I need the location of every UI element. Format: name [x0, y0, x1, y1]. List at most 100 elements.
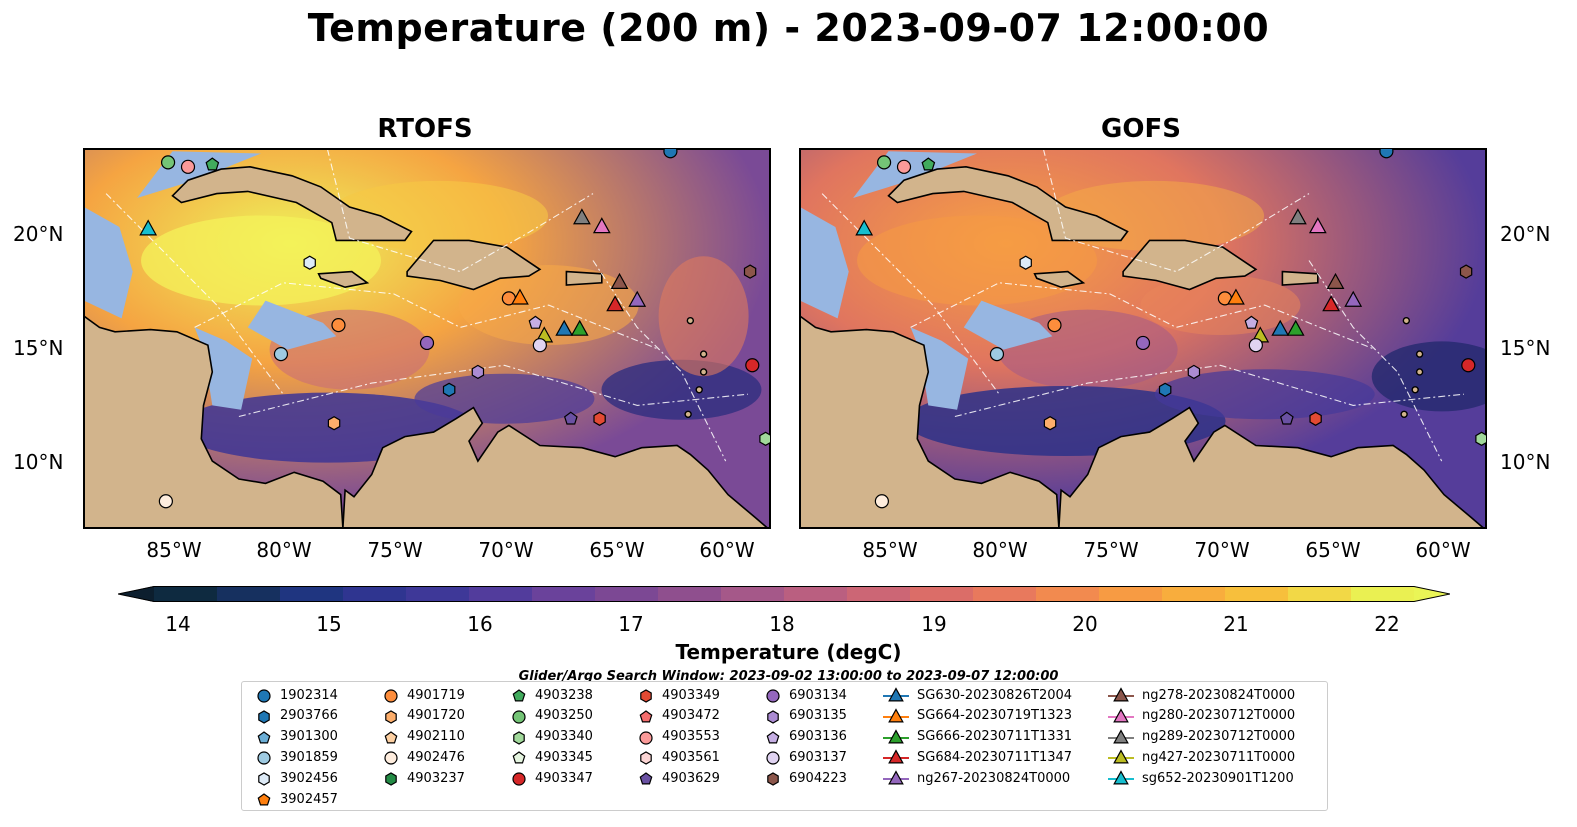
gofs-map-frame-border [800, 149, 1486, 528]
gofs-hispaniola-land [1122, 239, 1258, 291]
map-rtofs[interactable] [83, 148, 771, 529]
colorbar-segment [469, 586, 533, 602]
legend-marker [257, 751, 271, 765]
rtofs-temperature-patch [141, 215, 382, 306]
legend-item: 4903340 [511, 727, 593, 747]
rtofs-platform-marker [573, 208, 591, 225]
lon-label-80w-rtofs: 80°W [256, 538, 312, 562]
colorbar-min-extend [118, 586, 154, 602]
rtofs-platform-marker [592, 217, 611, 234]
rtofs-temperature-patch [601, 359, 762, 420]
legend-marker-icon [513, 730, 525, 745]
map-gofs[interactable] [799, 148, 1487, 529]
gofs-platform-marker [1158, 382, 1172, 397]
legend-marker [1113, 728, 1129, 744]
legend-label: 4902110 [407, 729, 465, 745]
legend-label: 4902476 [407, 749, 465, 765]
legend-label: 6903135 [789, 708, 847, 724]
rtofs-platform-marker [555, 319, 574, 336]
colorbar-segment [1162, 586, 1226, 602]
gofs-central-america-land [800, 315, 1060, 528]
colorbar-segment [1225, 586, 1289, 602]
legend-marker-icon [384, 730, 398, 744]
legend-label: 1902314 [280, 687, 338, 703]
legend-marker-icon [640, 751, 652, 766]
lat-label-20n-right: 20°N [1500, 222, 1551, 246]
legend-label: SG630-20230826T2004 [917, 687, 1073, 703]
panel-title-rtofs: RTOFS [377, 114, 473, 144]
legend-marker [1113, 708, 1129, 723]
rtofs-eez-boundary [194, 282, 660, 351]
rtofs-lesser-antilles-island [695, 386, 703, 394]
colorbar-tick-20: 20 [1072, 612, 1098, 636]
gofs-lesser-antilles-island [1415, 350, 1424, 358]
rtofs-lesser-antilles-island [684, 410, 692, 418]
rtofs-hispaniola-land [406, 239, 542, 291]
colorbar-tick-17: 17 [618, 612, 644, 636]
legend-marker-icon [512, 689, 526, 702]
legend-marker-icon [257, 751, 271, 765]
lon-label-75w-rtofs: 75°W [367, 538, 423, 562]
legend-marker-icon [1108, 708, 1134, 723]
legend-marker [384, 689, 398, 703]
legend-item: ng289-20230712T0000 [1108, 727, 1295, 747]
rtofs-eez-boundary [592, 260, 727, 462]
rtofs-platform-marker [160, 155, 176, 170]
legend-marker [766, 689, 780, 703]
rtofs-platform-marker [158, 494, 173, 509]
gofs-platform-marker [1309, 411, 1322, 426]
gofs-platform-marker [1286, 319, 1305, 336]
rtofs-platform-marker [606, 295, 624, 312]
colorbar-segment [784, 586, 848, 602]
legend-label: ng427-20230711T0000 [1142, 749, 1296, 765]
rtofs-temperature-patch [414, 373, 595, 424]
gofs-south-america-land [1058, 406, 1486, 528]
gofs-lesser-antilles-island [1400, 410, 1408, 418]
colorbar-segment [1036, 586, 1100, 602]
gofs-platform-marker [1344, 290, 1363, 307]
legend-marker-icon [385, 710, 397, 724]
colorbar-segment [1351, 586, 1415, 602]
lon-label-65w-gofs: 65°W [1305, 538, 1361, 562]
legend-marker-icon [512, 772, 526, 786]
rtofs-platform-marker [759, 431, 770, 446]
legend-marker [639, 772, 653, 785]
rtofs-map-svg [84, 149, 770, 528]
rtofs-platform-marker [610, 272, 629, 289]
legend-label: 4901720 [407, 708, 465, 724]
legend-item: 3901300 [256, 727, 338, 747]
rtofs-platform-marker [743, 264, 757, 279]
legend-marker [1113, 687, 1129, 702]
gofs-continental-shelf [963, 300, 1053, 350]
legend-label: ng267-20230824T0000 [917, 770, 1071, 786]
lon-label-60w-rtofs: 60°W [699, 538, 755, 562]
gofs-eez-boundary [1308, 260, 1443, 462]
gofs-lesser-antilles-island [1415, 368, 1424, 376]
colorbar-segment [721, 586, 785, 602]
colorbar-segment [847, 586, 911, 602]
legend-marker [512, 710, 526, 724]
colorbar-segment [154, 586, 218, 602]
legend-label: 4903472 [662, 708, 720, 724]
legend-item: 6903135 [765, 706, 847, 726]
legend-label: 2903766 [280, 708, 338, 724]
lat-label-15n-left: 15°N [13, 336, 64, 360]
gofs-platform-marker [1227, 288, 1245, 305]
legend-label: 3902456 [280, 770, 338, 786]
legend-marker-icon [384, 751, 398, 765]
gofs-platform-marker [921, 157, 936, 171]
legend-marker-icon [766, 730, 780, 744]
gofs-platform-marker [1326, 272, 1345, 289]
legend-label: 3902457 [280, 791, 338, 807]
legend-marker-icon [883, 708, 909, 723]
legend-item: 4903237 [383, 768, 465, 788]
gofs-puerto-rico-land [1281, 270, 1319, 286]
legend-marker-icon [257, 689, 271, 703]
legend-marker-icon [883, 749, 909, 764]
gofs-platform-marker [1289, 208, 1307, 225]
rtofs-platform-marker [563, 411, 578, 425]
legend-item: sg652-20230901T1200 [1108, 768, 1294, 788]
rtofs-continental-shelf [84, 207, 133, 319]
legend-label: sg652-20230901T1200 [1142, 770, 1294, 786]
legend-label: 4903349 [662, 687, 720, 703]
